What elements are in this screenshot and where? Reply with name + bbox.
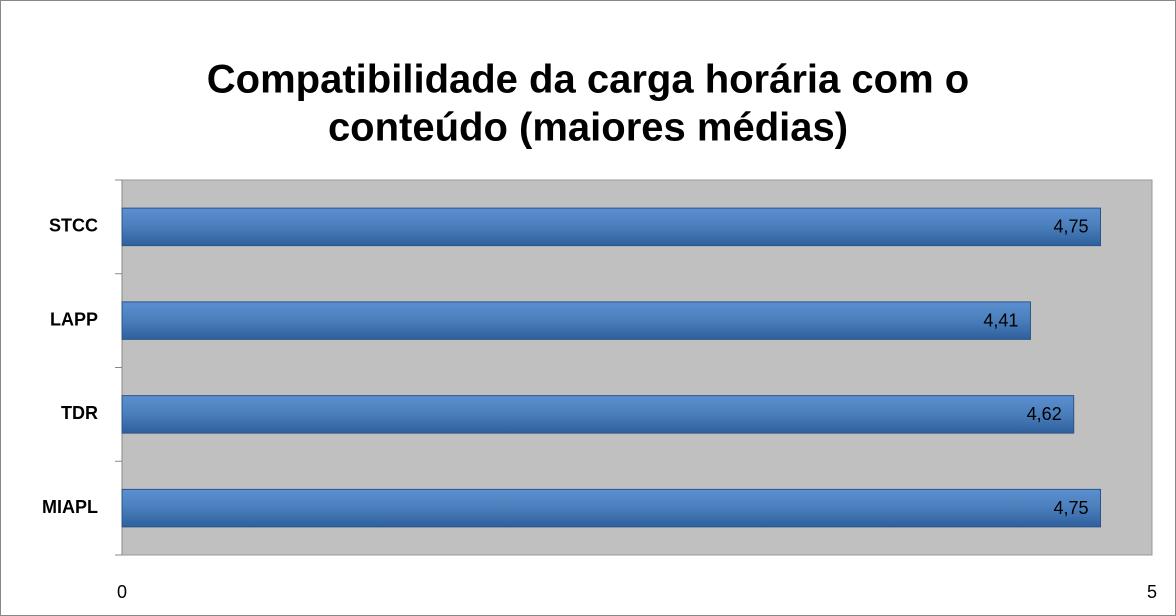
chart-title: conteúdo (maiores médias) (328, 106, 848, 150)
bar (121, 301, 1031, 340)
y-tick-label: LAPP (50, 309, 98, 329)
y-tick-label: STCC (49, 216, 98, 236)
bar (121, 395, 1075, 434)
chart-title: Compatibilidade da carga horária com o (207, 58, 969, 102)
x-tick-label: 5 (1147, 582, 1157, 602)
y-tick-label: TDR (61, 403, 98, 423)
data-label: 4,62 (1027, 404, 1062, 424)
y-tick-label: MIAPL (42, 497, 98, 517)
bar (121, 488, 1101, 528)
bar (121, 207, 1101, 247)
data-label: 4,41 (983, 310, 1018, 330)
x-tick-label: 0 (117, 582, 127, 602)
data-label: 4,75 (1053, 498, 1088, 518)
data-label: 4,75 (1053, 217, 1088, 237)
